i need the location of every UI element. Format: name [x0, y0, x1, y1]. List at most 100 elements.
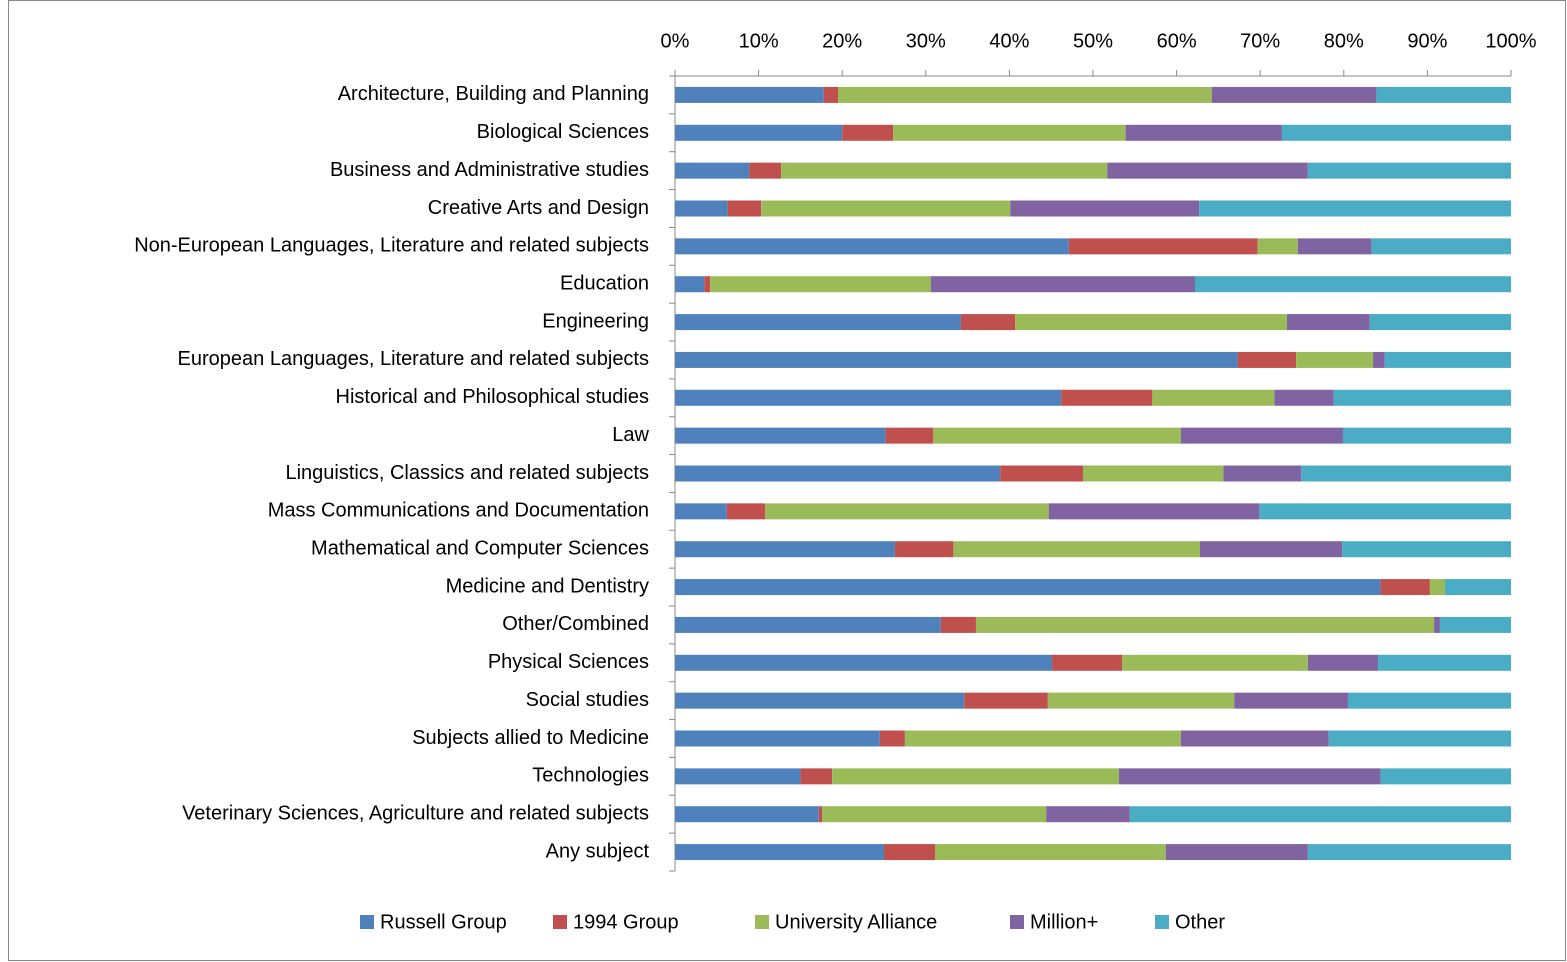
bar-segment	[964, 692, 1048, 709]
bar-segment	[1301, 465, 1511, 482]
legend-label: Russell Group	[380, 911, 507, 933]
bar-segment	[1371, 238, 1511, 255]
x-tick-label: 80%	[1324, 30, 1364, 52]
bar-segment	[960, 314, 1016, 331]
bar-segment	[1434, 616, 1440, 633]
bar-segment	[1052, 654, 1123, 671]
bar-segment	[710, 276, 931, 293]
bar-segment	[930, 276, 1195, 293]
bar-segment	[727, 200, 762, 217]
bar-segment	[675, 238, 1069, 255]
bar-segment	[1107, 162, 1308, 179]
legend-label: University Alliance	[775, 911, 937, 933]
legend-label: Million+	[1030, 911, 1098, 933]
bar-segment	[675, 314, 961, 331]
bar-segment	[1122, 654, 1308, 671]
bar-segment	[1274, 389, 1334, 406]
y-tick-label: Biological Sciences	[477, 121, 649, 143]
bar-segment	[1061, 389, 1153, 406]
bar-segment	[675, 465, 1001, 482]
bar-segment	[1378, 654, 1511, 671]
bar-segment	[675, 389, 1062, 406]
y-tick-label: Architecture, Building and Planning	[338, 83, 649, 105]
bar-segment	[675, 768, 801, 785]
bar-segment	[1200, 541, 1343, 558]
bar-segment	[1297, 238, 1372, 255]
bar-segment	[842, 124, 894, 141]
bar-segment	[1286, 314, 1370, 331]
bar-segment	[1180, 427, 1343, 444]
y-tick-label: Subjects allied to Medicine	[412, 727, 649, 749]
bar-segment	[765, 503, 1049, 520]
legend-swatch	[755, 915, 769, 929]
bar-segment	[879, 730, 905, 747]
bar-segment	[675, 503, 727, 520]
y-tick-label: Mathematical and Computer Sciences	[311, 537, 649, 559]
bar-segment	[800, 768, 833, 785]
bar-segment	[1068, 238, 1258, 255]
bar-segment	[1199, 200, 1511, 217]
bar-segment	[1342, 427, 1511, 444]
bar-segment	[1380, 579, 1430, 596]
bar-segment	[1048, 503, 1260, 520]
bar-segment	[884, 844, 935, 861]
legend-swatch	[553, 915, 567, 929]
bar-segment	[675, 844, 884, 861]
x-tick-label: 40%	[989, 30, 1029, 52]
bar-segment	[953, 541, 1201, 558]
x-tick-label: 10%	[739, 30, 779, 52]
bar-segment	[1010, 200, 1200, 217]
bar-segment	[832, 768, 1119, 785]
bar-segment	[726, 503, 766, 520]
bar-segment	[1047, 692, 1235, 709]
bar-segment	[675, 86, 824, 103]
x-tick-label: 30%	[906, 30, 946, 52]
bar-segment	[1444, 579, 1511, 596]
bar-segment	[894, 541, 954, 558]
bar-segment	[1129, 806, 1511, 823]
y-tick-label: European Languages, Literature and relat…	[178, 348, 649, 370]
bar-segment	[1211, 86, 1377, 103]
bar-segment	[1333, 389, 1511, 406]
bar-segment	[823, 86, 839, 103]
bar-segment	[1296, 351, 1374, 368]
bar-segment	[1307, 162, 1511, 179]
bar-segment	[761, 200, 1011, 217]
bar-segment	[675, 730, 880, 747]
x-tick-label: 100%	[1485, 30, 1536, 52]
bar-segment	[822, 806, 1047, 823]
bar-segment	[1165, 844, 1308, 861]
bar-segment	[1307, 844, 1511, 861]
bar-segment	[818, 806, 823, 823]
x-tick-label: 70%	[1240, 30, 1280, 52]
bar-segment	[1118, 768, 1381, 785]
bar-segment	[675, 616, 941, 633]
bar-segment	[704, 276, 711, 293]
y-tick-label: Linguistics, Classics and related subjec…	[285, 462, 649, 484]
bar-segment	[940, 616, 976, 633]
bar-segment	[885, 427, 934, 444]
bar-segment	[1223, 465, 1302, 482]
bar-segment	[1152, 389, 1275, 406]
bar-segment	[675, 806, 819, 823]
legend-label: 1994 Group	[573, 911, 679, 933]
bar-segment	[1369, 314, 1511, 331]
bar-segment	[1281, 124, 1511, 141]
bar-segment	[1125, 124, 1282, 141]
bar-segment	[675, 276, 705, 293]
y-tick-label: Social studies	[526, 689, 649, 711]
x-tick-label: 0%	[661, 30, 690, 52]
bar-segment	[933, 427, 1181, 444]
bar-segment	[1342, 541, 1511, 558]
y-tick-label: Technologies	[532, 765, 649, 787]
x-tick-label: 60%	[1157, 30, 1197, 52]
bar-segment	[1015, 314, 1287, 331]
bar-segment	[749, 162, 782, 179]
bar-segment	[1347, 692, 1511, 709]
y-tick-label: Medicine and Dentistry	[446, 575, 649, 597]
bar-segment	[1194, 276, 1511, 293]
y-tick-label: Engineering	[542, 310, 649, 332]
bar-segment	[675, 579, 1381, 596]
